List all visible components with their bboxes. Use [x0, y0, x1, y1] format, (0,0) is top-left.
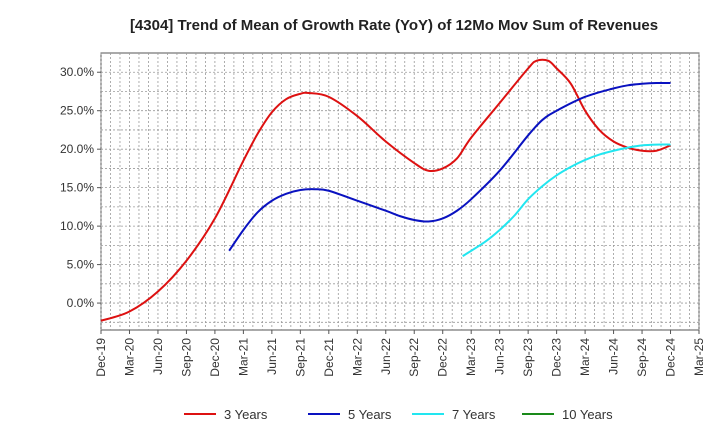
- y-tick-label: 15.0%: [60, 181, 94, 195]
- series-line-5-years: [228, 81, 671, 252]
- y-tick-label: 20.0%: [60, 142, 94, 156]
- y-tick-label: 30.0%: [60, 65, 94, 79]
- x-tick-label: Sep-22: [407, 338, 421, 377]
- x-tick-label: Jun-23: [493, 338, 507, 375]
- legend-label: 7 Years: [452, 407, 496, 422]
- y-tick-label: 0.0%: [67, 296, 95, 310]
- x-tick-label: Mar-22: [350, 338, 364, 376]
- series-line-7-years: [462, 143, 671, 257]
- x-tick-label: Dec-22: [436, 338, 450, 377]
- legend-label: 3 Years: [224, 407, 268, 422]
- x-tick-label: Sep-20: [179, 338, 193, 377]
- series-line-3-years: [100, 58, 671, 322]
- x-tick-label: Dec-21: [322, 338, 336, 377]
- x-tick-label: Jun-21: [265, 338, 279, 375]
- x-tick-label: Sep-23: [521, 338, 535, 377]
- x-tick-label: Dec-19: [94, 338, 108, 377]
- x-tick-label: Mar-20: [122, 338, 136, 376]
- x-tick-label: Dec-20: [208, 338, 222, 377]
- chart-title: [4304] Trend of Mean of Growth Rate (YoY…: [130, 17, 658, 34]
- y-axis: 0.0% 5.0% 10.0% 15.0% 20.0% 25.0% 30.0%: [60, 65, 101, 310]
- legend: 3 Years 5 Years 7 Years 10 Years: [184, 407, 613, 422]
- y-tick-label: 5.0%: [67, 258, 95, 272]
- x-axis: Dec-19 Mar-20 Jun-20 Sep-20 Dec-20 Mar-21 Jun-…: [94, 330, 706, 377]
- x-tick-label: Jun-20: [151, 338, 165, 375]
- series-lines: [100, 58, 671, 322]
- x-tick-label: Mar-24: [578, 338, 592, 376]
- x-tick-label: Mar-21: [236, 338, 250, 376]
- y-tick-label: 25.0%: [60, 104, 94, 118]
- legend-label: 5 Years: [348, 407, 392, 422]
- x-tick-label: Dec-23: [550, 338, 564, 377]
- y-tick-label: 10.0%: [60, 219, 94, 233]
- x-tick-label: Sep-21: [293, 338, 307, 377]
- x-tick-label: Mar-23: [464, 338, 478, 376]
- x-tick-label: Jun-22: [379, 338, 393, 375]
- x-tick-label: Mar-25: [692, 338, 706, 376]
- x-tick-label: Jun-24: [607, 338, 621, 375]
- legend-label: 10 Years: [562, 407, 613, 422]
- x-tick-label: Dec-24: [664, 338, 678, 377]
- plot-area: [100, 52, 700, 331]
- x-tick-label: Sep-24: [635, 338, 649, 377]
